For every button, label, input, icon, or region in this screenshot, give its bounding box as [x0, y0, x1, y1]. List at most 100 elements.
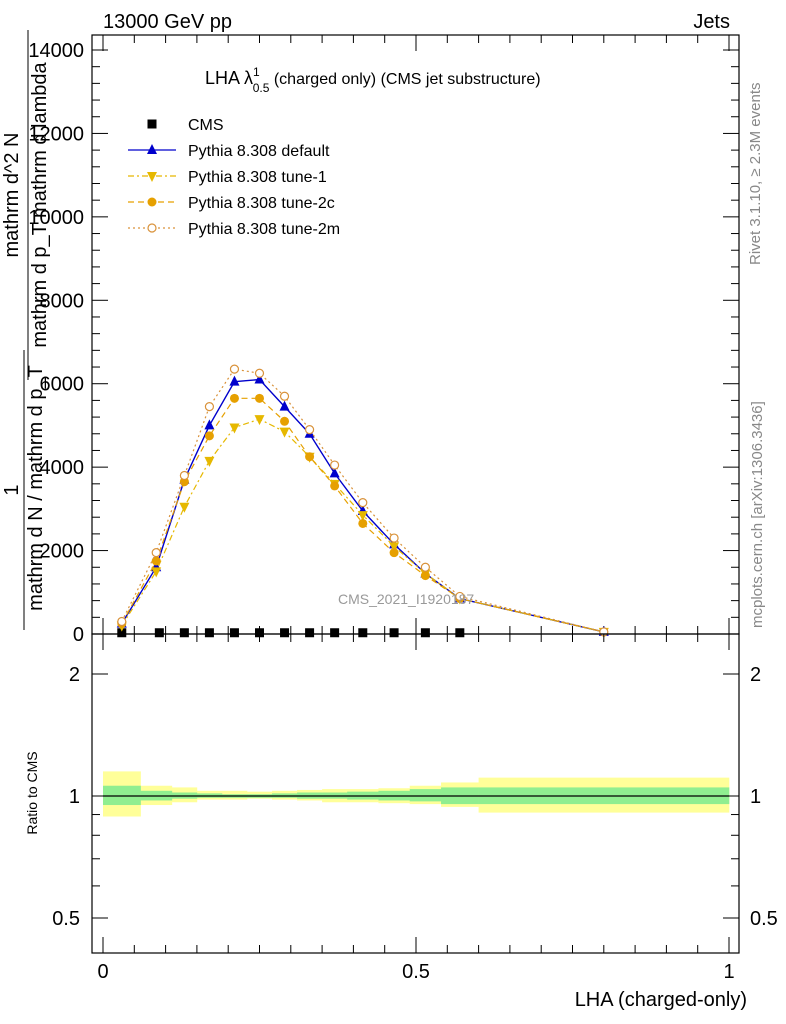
- data-point: [358, 518, 368, 528]
- data-point: [389, 533, 399, 543]
- ylabel-bottom-den: mathrm d p_T mathrm d lambda: [29, 61, 51, 347]
- legend-marker: [147, 172, 157, 182]
- data-point: [330, 628, 340, 638]
- data-point: [389, 542, 400, 553]
- data-point: [179, 628, 189, 638]
- data-point: [179, 502, 190, 513]
- legend-marker: [147, 144, 157, 154]
- y-tick-label: 0: [73, 624, 84, 646]
- legend-label: Pythia 8.308 default: [188, 143, 330, 160]
- ratio-panel: 0.5 0.5 1 1 2 2 0 0.5 1: [52, 634, 778, 983]
- rivet-label: Rivet 3.1.10, ≥ 2.3M events: [747, 83, 764, 266]
- data-point: [420, 571, 430, 581]
- data-point: [330, 460, 340, 470]
- data-point: [280, 416, 290, 426]
- legend-entry-1: Pythia 8.308 default: [128, 143, 330, 160]
- data-point: [305, 628, 315, 638]
- header-left: 13000 GeV pp: [103, 11, 232, 33]
- legend-label: CMS: [188, 117, 224, 134]
- data-point: [229, 375, 240, 386]
- title-sup: 1: [253, 65, 260, 79]
- x-axis-label: LHA (charged-only): [575, 989, 747, 1011]
- ratio-frame: [91, 633, 740, 954]
- title-sub: 0.5: [253, 81, 270, 95]
- ratio-y-tick-label: 1: [69, 786, 80, 808]
- data-point: [151, 567, 162, 578]
- y-tick-label: 2000: [40, 541, 85, 563]
- data-point: [279, 400, 290, 411]
- data-point: [330, 481, 340, 491]
- x-tick-label: 0: [97, 961, 108, 983]
- ylabel-bottom-num: mathrm d^2 N: [1, 133, 23, 258]
- series-0: [117, 628, 465, 638]
- data-point: [358, 498, 368, 508]
- ylabel-top-den: mathrm d N / mathrm d p_T: [25, 365, 47, 611]
- legend-label: Pythia 8.308 tune-2c: [188, 195, 335, 212]
- data-point: [204, 456, 215, 467]
- data-point: [304, 425, 315, 435]
- y-tick-label: 12000: [28, 123, 84, 145]
- y-tick-label: 14000: [28, 40, 84, 62]
- data-point: [357, 511, 368, 522]
- data-point: [204, 628, 214, 638]
- data-point: [254, 415, 265, 426]
- ratio-band-stat: [409, 789, 442, 802]
- data-point: [305, 452, 315, 462]
- data-point: [154, 628, 164, 638]
- data-point: [420, 562, 430, 572]
- data-point: [254, 368, 265, 378]
- series-line: [121, 368, 604, 633]
- ratio-ylabel: Ratio to CMS: [24, 751, 40, 834]
- main-title: LHA λ1 0.5 (charged only) (CMS jet substr…: [205, 65, 541, 95]
- data-point: [358, 628, 368, 638]
- legend: CMS Pythia 8.308 default Pythia 8.308 tune…: [128, 117, 340, 238]
- ratio-y-tick-label: 0.5: [52, 908, 80, 930]
- legend-entry-3: Pythia 8.308 tune-2c: [128, 195, 335, 212]
- data-point: [420, 628, 430, 638]
- ratio-y-tick-label-right: 0.5: [750, 908, 778, 930]
- data-point: [229, 628, 239, 638]
- data-point: [389, 628, 399, 638]
- data-point: [255, 628, 264, 638]
- main-ylabel: 1 mathrm d N / mathrm d p_T mathrm d^2 N…: [1, 30, 51, 630]
- mcplots-label: mcplots.cern.ch [arXiv:1306.3436]: [749, 401, 766, 628]
- data-point: [151, 556, 161, 566]
- legend-label: Pythia 8.308 tune-2m: [188, 221, 340, 238]
- data-point: [204, 431, 214, 441]
- legend-entry-4: Pythia 8.308 tune-2m: [128, 221, 340, 238]
- data-point: [255, 393, 264, 403]
- y-tick-label: 8000: [40, 290, 85, 312]
- data-point: [179, 470, 189, 481]
- data-point: [254, 373, 265, 384]
- header-right: Jets: [693, 11, 730, 33]
- y-tick-label: 10000: [28, 207, 84, 229]
- legend-label: Pythia 8.308 tune-1: [188, 169, 327, 186]
- data-point: [229, 423, 240, 434]
- legend-entry-2: Pythia 8.308 tune-1: [128, 169, 327, 186]
- ratio-y-tick-label-right: 2: [750, 664, 761, 686]
- data-point: [151, 548, 161, 558]
- data-point: [279, 427, 290, 438]
- x-tick-label: 1: [723, 961, 734, 983]
- legend-marker: [147, 223, 157, 233]
- data-point: [455, 628, 465, 638]
- data-point: [229, 364, 240, 374]
- title-main: LHA λ: [205, 68, 253, 88]
- data-point: [329, 467, 340, 478]
- ratio-y-tick-label: 2: [69, 664, 80, 686]
- data-point: [389, 548, 399, 558]
- series-line: [121, 418, 604, 633]
- data-point: [117, 628, 127, 638]
- legend-entry-0: CMS: [147, 117, 224, 134]
- ratio-y-tick-label-right: 1: [750, 786, 761, 808]
- data-point: [204, 402, 215, 412]
- x-tick-label: 0.5: [402, 961, 430, 983]
- data-point: [204, 419, 215, 430]
- data-point: [455, 591, 465, 602]
- data-point: [279, 391, 290, 401]
- main-panel: 0 2000 4000 6000 8000 10000 12000 14000: [28, 35, 739, 646]
- title-rest: (charged only) (CMS jet substructure): [269, 71, 540, 88]
- series-4: [117, 364, 609, 637]
- data-point: [117, 616, 127, 627]
